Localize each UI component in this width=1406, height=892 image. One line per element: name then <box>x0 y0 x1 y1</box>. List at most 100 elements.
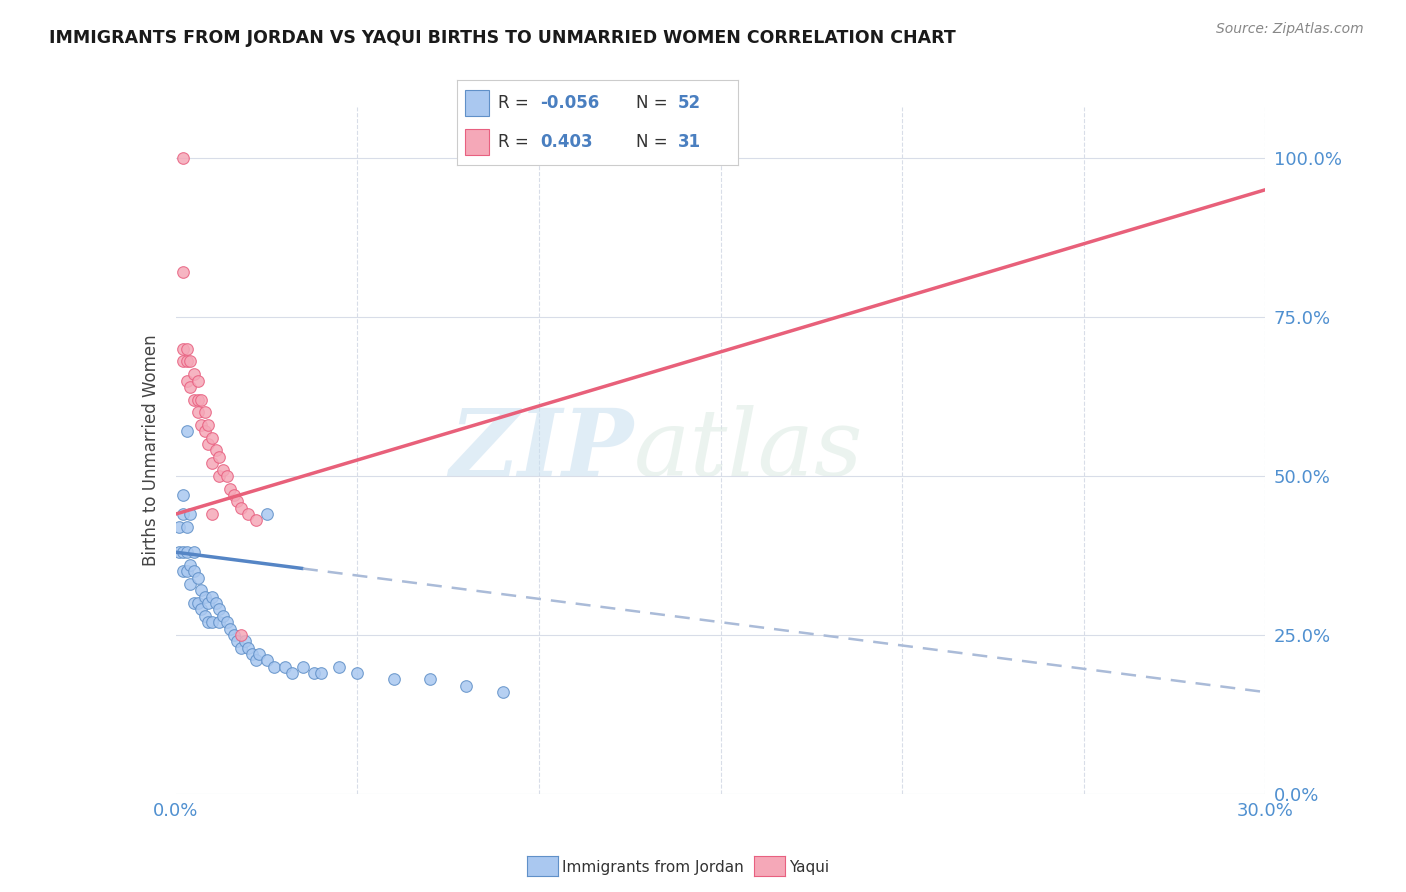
Point <box>231 500 253 515</box>
Point <box>176 564 198 578</box>
Point <box>201 456 224 470</box>
Point <box>256 653 278 667</box>
Point <box>222 628 245 642</box>
Point <box>194 608 217 623</box>
Text: atlas: atlas <box>633 406 863 495</box>
Point <box>190 583 212 598</box>
Point <box>456 679 478 693</box>
Point <box>172 507 194 521</box>
Point <box>281 666 304 681</box>
Point <box>172 265 194 279</box>
Point <box>176 520 198 534</box>
Point <box>231 628 253 642</box>
Text: R =: R = <box>498 95 534 112</box>
Point <box>226 634 249 648</box>
Point <box>226 494 249 508</box>
Point <box>186 571 209 585</box>
Point <box>190 392 212 407</box>
Point <box>219 482 242 496</box>
Point <box>208 602 231 616</box>
Point <box>302 666 325 681</box>
Point <box>176 342 198 356</box>
Point <box>245 653 267 667</box>
Point <box>346 666 368 681</box>
Point <box>291 659 314 673</box>
Point <box>190 417 212 432</box>
Point <box>176 354 198 368</box>
Point <box>240 647 263 661</box>
Point <box>231 640 253 655</box>
Point <box>263 659 285 673</box>
Point <box>247 647 270 661</box>
Point <box>190 602 212 616</box>
Point <box>238 507 260 521</box>
Point <box>172 545 194 559</box>
Point <box>183 564 205 578</box>
Point <box>222 488 245 502</box>
Point <box>201 590 224 604</box>
Point <box>169 545 191 559</box>
Point <box>183 392 205 407</box>
Point <box>274 659 297 673</box>
Point <box>201 615 224 630</box>
Point <box>245 513 267 527</box>
Point <box>197 437 219 451</box>
Point <box>197 417 219 432</box>
Point <box>179 380 201 394</box>
Point <box>183 367 205 381</box>
Text: Immigrants from Jordan: Immigrants from Jordan <box>562 860 744 874</box>
Point <box>212 462 235 476</box>
Point <box>382 673 405 687</box>
Point <box>172 564 194 578</box>
Point <box>179 577 201 591</box>
Point <box>256 507 278 521</box>
Point <box>169 520 191 534</box>
Point <box>201 507 224 521</box>
Point <box>186 596 209 610</box>
Point <box>208 469 231 483</box>
Text: R =: R = <box>498 133 538 151</box>
Text: 0.403: 0.403 <box>540 133 592 151</box>
Point <box>201 431 224 445</box>
Text: Source: ZipAtlas.com: Source: ZipAtlas.com <box>1216 22 1364 37</box>
Point <box>328 659 350 673</box>
Point <box>172 151 194 165</box>
Point <box>186 374 209 388</box>
Point <box>208 450 231 464</box>
Text: IMMIGRANTS FROM JORDAN VS YAQUI BIRTHS TO UNMARRIED WOMEN CORRELATION CHART: IMMIGRANTS FROM JORDAN VS YAQUI BIRTHS T… <box>49 29 956 46</box>
Point <box>176 545 198 559</box>
Point <box>172 354 194 368</box>
Text: Yaqui: Yaqui <box>789 860 830 874</box>
Point <box>194 425 217 439</box>
Text: N =: N = <box>636 95 672 112</box>
Point <box>204 443 226 458</box>
Point <box>183 596 205 610</box>
Point <box>204 596 226 610</box>
Text: N =: N = <box>636 133 672 151</box>
Point <box>197 596 219 610</box>
Point <box>176 425 198 439</box>
Point <box>194 590 217 604</box>
Point <box>183 545 205 559</box>
Text: 31: 31 <box>678 133 700 151</box>
Point <box>179 558 201 572</box>
Point <box>172 342 194 356</box>
Text: ZIP: ZIP <box>449 406 633 495</box>
Point <box>492 685 515 699</box>
Y-axis label: Births to Unmarried Women: Births to Unmarried Women <box>142 334 160 566</box>
Point <box>233 634 256 648</box>
Point <box>186 405 209 419</box>
Point <box>309 666 332 681</box>
Point <box>219 622 242 636</box>
Text: 52: 52 <box>678 95 700 112</box>
Point <box>212 608 235 623</box>
Point <box>179 354 201 368</box>
Point <box>238 640 260 655</box>
Point <box>215 469 238 483</box>
Point <box>419 673 441 687</box>
Point <box>215 615 238 630</box>
Point <box>179 507 201 521</box>
Bar <box>465 129 489 155</box>
Point <box>208 615 231 630</box>
Text: -0.056: -0.056 <box>540 95 599 112</box>
